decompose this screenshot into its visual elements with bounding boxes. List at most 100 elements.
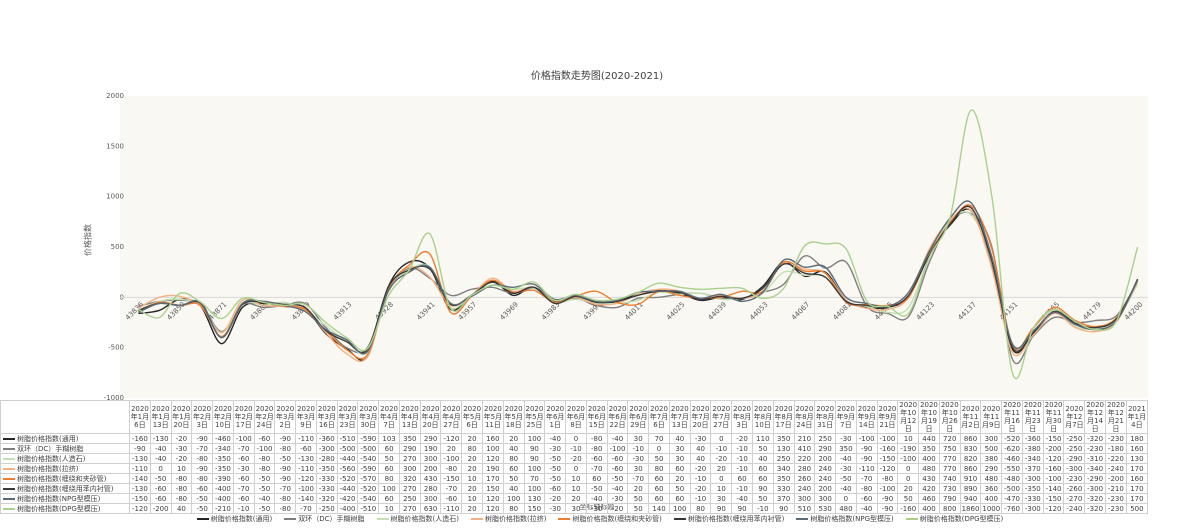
table-cell: -520 (1001, 433, 1023, 444)
table-cell: 50 (668, 483, 691, 494)
table-cell: -10 (731, 443, 753, 454)
table-header: 2020年6月1日 (544, 400, 567, 434)
table-header: 2020年5月6日 (461, 400, 484, 434)
table-cell: 200 (814, 453, 837, 464)
table-header: 2020年6月22日 (606, 400, 629, 434)
table-cell: -60 (440, 493, 463, 504)
series-cell: 树脂价格指数(缠绕用苯内衬管) (0, 483, 130, 494)
table-cell: 350 (835, 443, 857, 454)
table-cell: 80 (689, 503, 712, 514)
table-cell: -150 (129, 493, 151, 504)
table-header: 2020年2月3日 (191, 400, 214, 434)
table-header: 2020年7月13日 (668, 400, 691, 434)
table-cell: 0 (835, 493, 857, 504)
table-header: 2020年5月18日 (502, 400, 525, 434)
table-cell: 510 (793, 503, 816, 514)
table-cell: 720 (938, 433, 961, 444)
table-cell: -470 (1001, 493, 1023, 504)
table-cell: -100 (855, 433, 878, 444)
table-cell: 300 (793, 493, 816, 504)
series-line (138, 210, 1139, 355)
table-cell: -330 (315, 483, 338, 494)
table-cell: -20 (689, 483, 712, 494)
table-header: 2020年9月7日 (835, 400, 857, 434)
table-cell: 530 (814, 503, 837, 514)
table-cell: -90 (274, 433, 297, 444)
table-cell: -160 (129, 433, 151, 444)
table-cell: -230 (1104, 493, 1127, 504)
table-cell: 100 (482, 443, 504, 454)
plot-area (120, 96, 1148, 398)
table-cell: 190 (482, 463, 504, 474)
table-cell: -150 (440, 473, 463, 484)
table-cell: 480 (980, 473, 1003, 484)
table-cell: -230 (1084, 443, 1106, 454)
legend-item: 树脂价格指数(人造石) (376, 515, 459, 523)
table-cell: -40 (544, 433, 567, 444)
table-cell: 130 (523, 493, 546, 504)
table-cell: -100 (876, 433, 899, 444)
table-header: 2020年8月17日 (772, 400, 795, 434)
table-cell: -210 (1104, 483, 1127, 494)
table-cell: -350 (212, 453, 234, 464)
table-cell: -90 (191, 433, 214, 444)
table-header: 2020年5月11日 (482, 400, 504, 434)
legend-label: 树脂价格指数(DPG型模压) (919, 515, 1004, 523)
table-cell: -140 (295, 493, 317, 504)
table-header: 2020年9月21日 (876, 400, 899, 434)
table-cell: 200 (419, 463, 442, 474)
table-cell: -100 (606, 443, 629, 454)
data-table: 2020年1月6日 2020年1月13日 2020年1月20日 2020年2月3日 20… (0, 400, 1149, 514)
table-header: 2020年10月19日 (918, 400, 940, 434)
table-cell: 100 (502, 493, 525, 504)
table-cell: 210 (793, 433, 816, 444)
table-cell: -400 (212, 483, 234, 494)
table-cell: 110 (751, 433, 774, 444)
table-cell: 860 (959, 463, 982, 474)
table-cell: -240 (1104, 463, 1127, 474)
table-cell: -50 (585, 483, 608, 494)
table-cell: 300 (419, 453, 442, 464)
table-cell: 250 (398, 493, 421, 504)
table-cell: -390 (212, 473, 234, 484)
table-cell: -50 (253, 473, 276, 484)
table-cell: 90 (523, 443, 546, 454)
table-cell: 80 (648, 463, 670, 474)
table-cell: 80 (502, 503, 525, 514)
table-cell: -590 (357, 463, 380, 474)
table-cell: 50 (897, 493, 920, 504)
table-cell: -440 (336, 483, 359, 494)
series-cell: 双环（DC）手糊树脂 (0, 443, 130, 454)
table-cell: 280 (793, 463, 816, 474)
series-name: 树脂价格指数(DPG型模压) (17, 504, 101, 513)
table-cell: -510 (336, 433, 359, 444)
table-cell: 750 (938, 443, 961, 454)
table-cell: 30 (668, 453, 691, 464)
legend-item: 树脂价格指数(DPG型模压) (905, 515, 1004, 523)
table-header: 2020年6月8日 (565, 400, 587, 434)
table-cell: 50 (627, 493, 650, 504)
table-cell: -30 (232, 463, 255, 474)
series-name: 树脂价格指数(NPG型模压) (17, 494, 101, 503)
table-cell: -80 (170, 483, 193, 494)
table-cell: -10 (689, 473, 712, 484)
table-cell: -300 (1021, 503, 1044, 514)
table-cell: -130 (129, 483, 151, 494)
table-cell: -40 (606, 433, 629, 444)
table-cell: 10 (565, 473, 587, 484)
table-cell: -590 (357, 433, 380, 444)
table-cell: 40 (170, 503, 193, 514)
table-cell: -80 (191, 453, 214, 464)
table-cell: -100 (440, 453, 463, 464)
table-cell: -340 (1021, 453, 1044, 464)
table-cell: -10 (689, 493, 712, 504)
series-name: 树脂价格指数(拉挤) (17, 464, 79, 473)
table-cell: 300 (419, 493, 442, 504)
table-cell: -110 (855, 463, 878, 474)
table-header: 2020年11月23日 (1021, 400, 1044, 434)
table-cell: 60 (502, 463, 525, 474)
y-axis-title: 价格指数 (83, 224, 93, 256)
table-cell: -60 (855, 493, 878, 504)
table-cell: -520 (336, 473, 359, 484)
table-cell: -40 (253, 493, 276, 504)
